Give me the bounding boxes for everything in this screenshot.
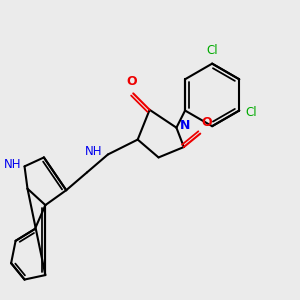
Text: O: O	[202, 116, 212, 129]
Text: Cl: Cl	[246, 106, 257, 118]
Text: NH: NH	[85, 145, 103, 158]
Text: N: N	[180, 119, 190, 132]
Text: O: O	[126, 75, 137, 88]
Text: Cl: Cl	[206, 44, 218, 57]
Text: NH: NH	[4, 158, 21, 171]
